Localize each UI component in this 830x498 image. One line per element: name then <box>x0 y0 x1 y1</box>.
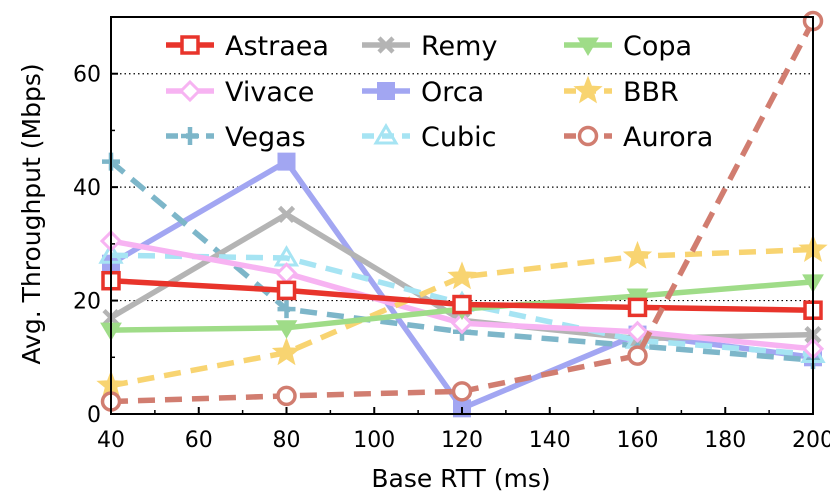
data-point-aurora-120-shape <box>451 381 473 402</box>
x-tick-label-160: 160 <box>617 428 659 453</box>
y-tick-label-60: 60 <box>73 63 101 88</box>
legend-item-vegas: Vegas <box>166 122 306 153</box>
data-point-astraea-160-shape <box>627 297 648 318</box>
data-point-copa-160 <box>626 288 649 308</box>
data-point-bbr-160 <box>622 240 653 269</box>
data-point-copa-80-shape <box>275 320 298 339</box>
data-point-astraea-160 <box>627 297 648 318</box>
legend-label-vivace: Vivace <box>225 77 314 108</box>
legend-label-cubic: Cubic <box>421 122 496 153</box>
x-tick-label-120: 120 <box>441 428 483 453</box>
legend-label-remy: Remy <box>421 31 497 62</box>
x-axis-label: Base RTT (ms) <box>371 464 550 493</box>
legend: Astraea Remy Copa Vivace Orca BBR Vegas Cubic Au… <box>166 31 713 153</box>
legend-label-astraea: Astraea <box>225 31 329 62</box>
legend-label-aurora: Aurora <box>623 122 713 153</box>
x-tick-label-180: 180 <box>704 428 746 453</box>
data-point-aurora-160-shape <box>627 345 648 366</box>
data-point-vivace-80-shape <box>275 262 298 285</box>
series-line-bbr <box>110 246 814 389</box>
data-point-vivace-120-shape <box>450 312 474 335</box>
legend-marker-copa-shape <box>577 37 599 56</box>
legend-label-orca: Orca <box>421 77 484 108</box>
x-tick-label-60: 60 <box>185 428 213 453</box>
legend-marker-copa <box>577 37 599 56</box>
legend-item-aurora: Aurora <box>564 122 713 153</box>
data-point-orca-80 <box>277 152 296 171</box>
legend-item-bbr: BBR <box>564 75 679 108</box>
legend-label-vegas: Vegas <box>225 122 306 153</box>
data-point-aurora-80 <box>276 385 297 407</box>
data-point-vivace-120 <box>450 312 474 335</box>
data-point-copa-160-shape <box>626 288 649 308</box>
data-point-orca-80-shape <box>277 152 296 171</box>
data-point-bbr-80 <box>271 337 302 366</box>
legend-marker-orca-shape <box>377 82 395 100</box>
legend-marker-orca <box>377 82 395 100</box>
legend-marker-aurora-shape <box>577 125 599 147</box>
data-point-remy-80-shape <box>277 205 296 223</box>
legend-marker-aurora <box>577 125 599 147</box>
axis-ticks: 40 60 80 100 120 140 160 180 200 0 20 40 60 <box>73 63 830 453</box>
data-point-vegas-80-shape <box>277 300 296 319</box>
x-tick-label-200: 200 <box>792 428 830 453</box>
data-point-bbr-120 <box>447 261 477 290</box>
data-point-aurora-80-shape <box>276 385 297 407</box>
legend-marker-bbr <box>573 75 603 104</box>
x-tick-label-80: 80 <box>273 428 301 453</box>
legend-marker-bbr-shape <box>573 75 603 104</box>
data-point-vivace-160 <box>626 320 649 343</box>
legend-marker-vegas <box>181 127 199 145</box>
data-point-astraea-120 <box>452 294 472 315</box>
legend-marker-astraea <box>180 35 200 55</box>
data-point-bbr-80-shape <box>271 337 302 366</box>
y-axis-label: Avg. Throughput (Mbps) <box>17 63 46 364</box>
legend-marker-vegas-shape <box>181 127 199 145</box>
data-point-astraea-120-shape <box>452 294 472 315</box>
data-point-astraea-80 <box>276 280 297 301</box>
x-tick-label-140: 140 <box>529 428 571 453</box>
legend-marker-vivace <box>178 79 202 103</box>
legend-label-copa: Copa <box>623 31 692 62</box>
legend-item-remy: Remy <box>362 31 497 62</box>
legend-marker-cubic-shape <box>373 123 399 145</box>
legend-item-vivace: Vivace <box>166 77 314 108</box>
legend-marker-remy <box>377 36 395 54</box>
legend-marker-cubic <box>373 123 399 145</box>
data-point-astraea-80-shape <box>276 280 297 301</box>
legend-marker-remy-shape <box>377 36 395 54</box>
data-point-aurora-120 <box>451 381 473 402</box>
legend-item-cubic: Cubic <box>362 122 496 153</box>
data-point-bbr-160-shape <box>622 240 653 269</box>
data-point-copa-80 <box>275 320 298 339</box>
data-point-bbr-120-shape <box>447 261 477 290</box>
legend-marker-vivace-shape <box>178 79 202 103</box>
y-tick-label-20: 20 <box>73 290 101 315</box>
data-point-vegas-80 <box>277 300 296 319</box>
legend-item-copa: Copa <box>564 31 692 62</box>
data-point-vivace-160-shape <box>626 320 649 343</box>
data-point-remy-80 <box>277 205 296 223</box>
legend-label-bbr: BBR <box>623 77 679 108</box>
data-point-vivace-80 <box>275 262 298 285</box>
legend-item-astraea: Astraea <box>166 31 329 62</box>
legend-marker-astraea-shape <box>180 35 200 55</box>
series-lines <box>96 10 828 418</box>
legend-item-orca: Orca <box>362 77 484 108</box>
y-tick-label-0: 0 <box>87 403 101 428</box>
series-aurora <box>100 10 824 412</box>
data-point-aurora-160 <box>627 345 648 366</box>
y-tick-label-40: 40 <box>73 176 101 201</box>
x-tick-label-40: 40 <box>97 428 125 453</box>
x-tick-label-100: 100 <box>353 428 395 453</box>
